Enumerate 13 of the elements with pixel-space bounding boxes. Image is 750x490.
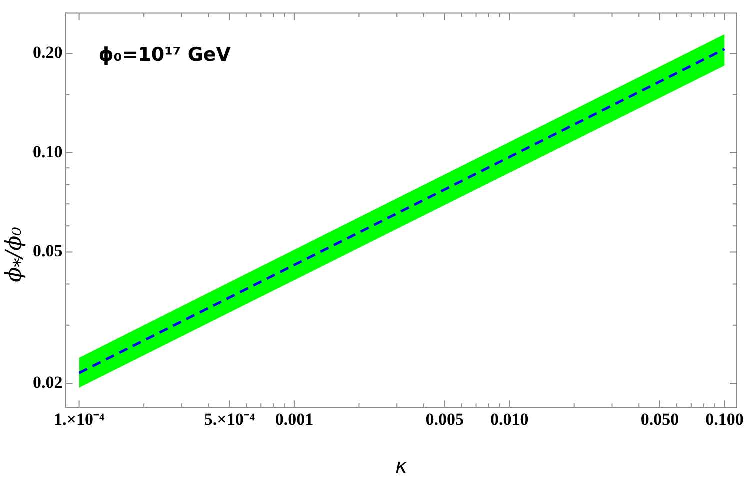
y-tick-label: 0.10 [33, 142, 63, 162]
y-tick-label: 0.20 [33, 43, 63, 62]
x-tick-label: 1.×10⁻⁴ [54, 410, 105, 430]
x-tick-label: 0.010 [490, 410, 529, 430]
x-tick-label: 0.050 [640, 410, 680, 430]
x-tick-label: 0.001 [275, 410, 314, 430]
y-tick-label: 0.02 [33, 372, 63, 392]
y-tick-label: 0.05 [33, 242, 63, 261]
x-tick-label: 0.005 [426, 410, 464, 430]
annotation: ϕ₀=10¹⁷ GeV [98, 44, 232, 66]
x-tick-label: 0.100 [706, 410, 744, 430]
x-axis-title: κ [395, 454, 408, 478]
x-tick-label: 5.×10⁻⁴ [204, 410, 255, 430]
